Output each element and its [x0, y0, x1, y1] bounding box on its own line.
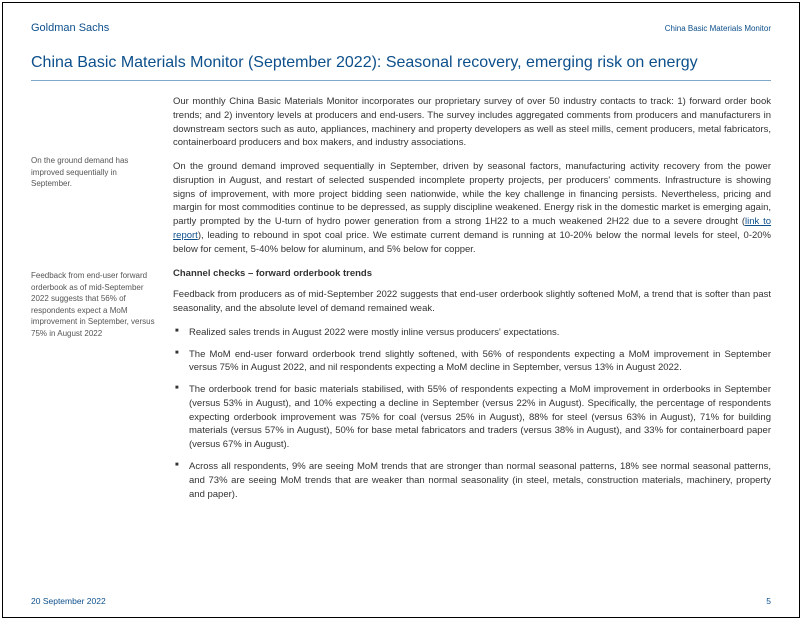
page-frame: Goldman Sachs China Basic Materials Moni… — [2, 2, 800, 618]
margin-column: On the ground demand has improved sequen… — [31, 95, 159, 509]
margin-spacer — [31, 200, 159, 260]
bullet-item: The MoM end-user forward orderbook trend… — [173, 348, 771, 376]
footer-date: 20 September 2022 — [31, 595, 106, 607]
demand-text-a: On the ground demand improved sequential… — [173, 161, 771, 227]
bullet-list: Realized sales trends in August 2022 wer… — [173, 326, 771, 501]
document-tag: China Basic Materials Monitor — [665, 23, 771, 35]
margin-note-demand: On the ground demand has improved sequen… — [31, 155, 159, 190]
page-title: China Basic Materials Monitor (September… — [31, 51, 771, 81]
brand-name: Goldman Sachs — [31, 21, 109, 37]
main-column: Our monthly China Basic Materials Monito… — [173, 95, 771, 509]
bullet-item: The orderbook trend for basic materials … — [173, 383, 771, 452]
section-subheading: Channel checks – forward orderbook trend… — [173, 267, 771, 281]
header-row: Goldman Sachs China Basic Materials Moni… — [31, 21, 771, 37]
page-footer: 20 September 2022 5 — [31, 595, 771, 607]
margin-note-feedback: Feedback from end-user forward orderbook… — [31, 270, 159, 340]
demand-text-b: ), leading to rebound in spot coal price… — [173, 230, 771, 255]
bullet-item: Realized sales trends in August 2022 wer… — [173, 326, 771, 340]
bullet-item: Across all respondents, 9% are seeing Mo… — [173, 460, 771, 501]
intro-paragraph: Our monthly China Basic Materials Monito… — [173, 95, 771, 150]
demand-paragraph: On the ground demand improved sequential… — [173, 160, 771, 256]
margin-spacer — [31, 95, 159, 155]
footer-page-number: 5 — [766, 595, 771, 607]
content-columns: On the ground demand has improved sequen… — [31, 95, 771, 509]
margin-spacer — [31, 260, 159, 270]
feedback-paragraph: Feedback from producers as of mid-Septem… — [173, 288, 771, 316]
